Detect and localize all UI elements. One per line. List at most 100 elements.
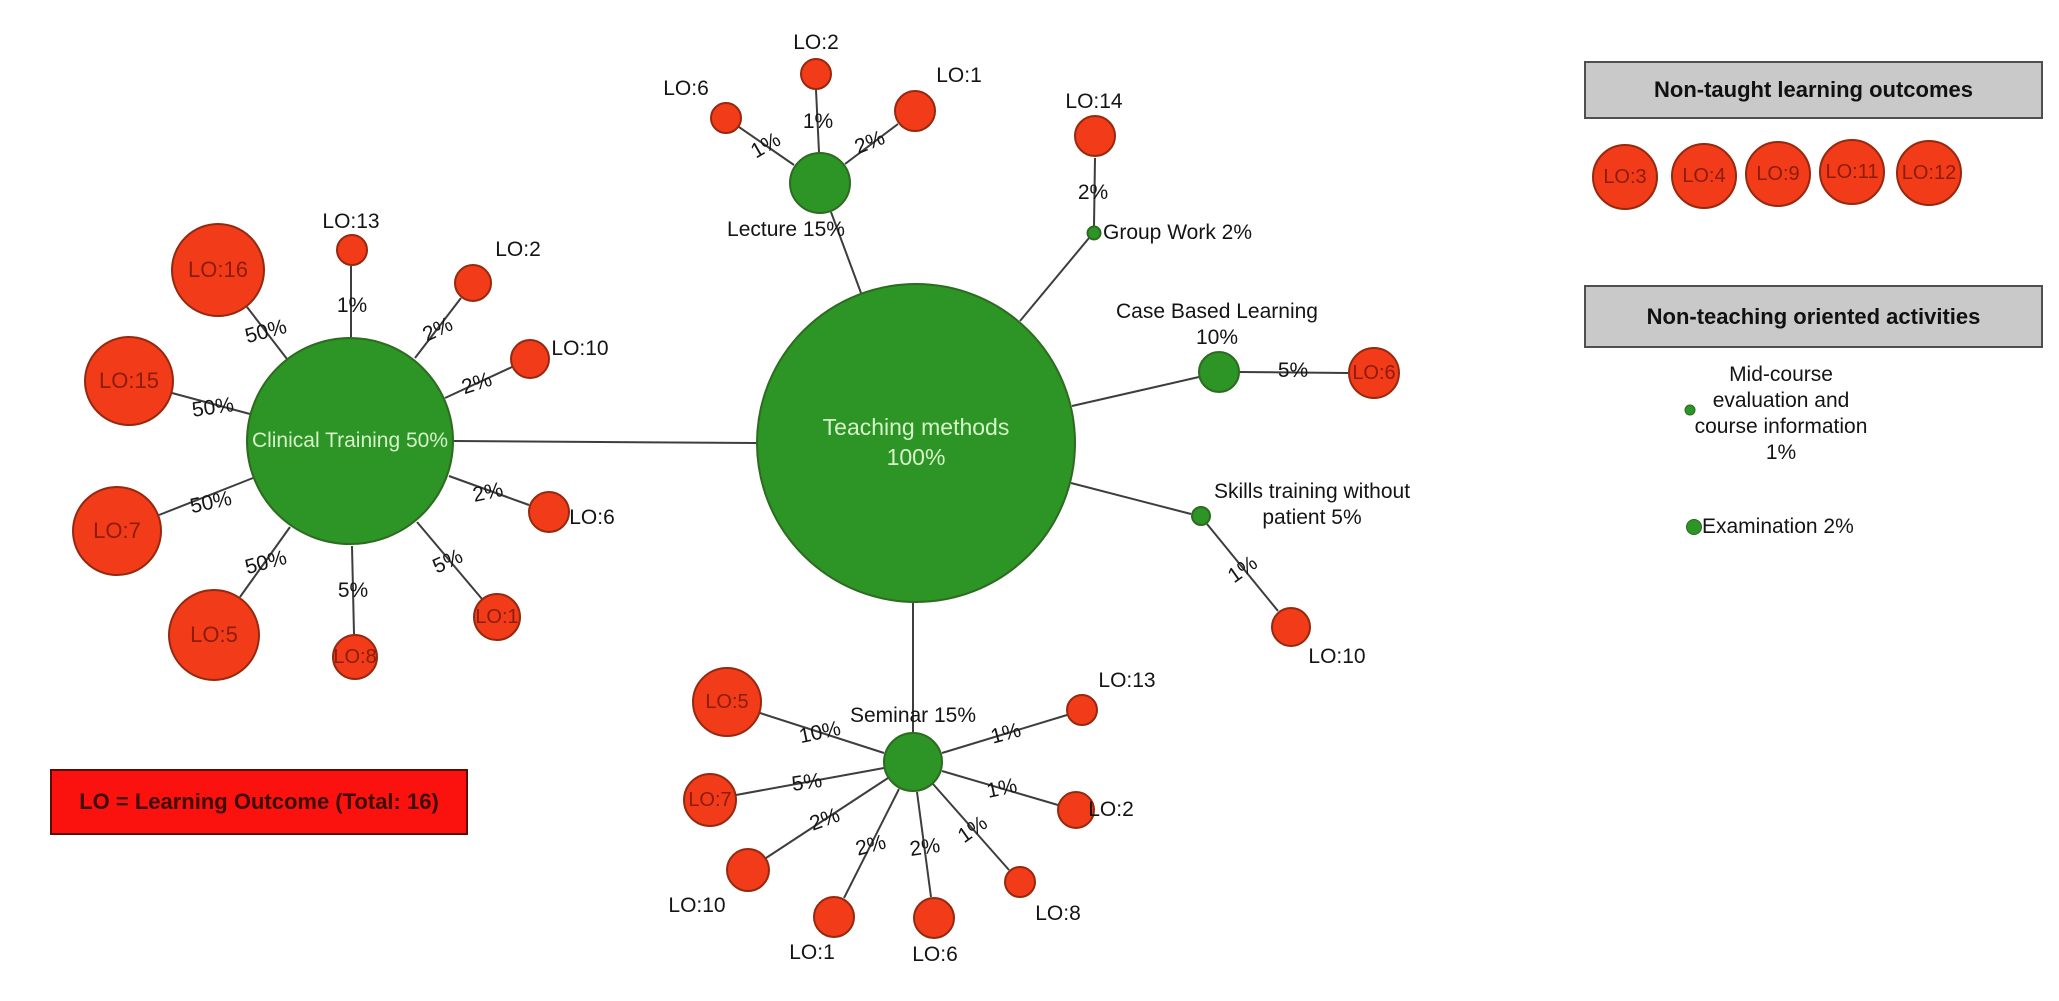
lo-circle — [726, 848, 770, 892]
lo-label: LO:5 — [705, 691, 749, 713]
lo-label: LO:6 — [912, 943, 958, 966]
edge — [1071, 376, 1200, 407]
edge — [765, 777, 889, 859]
lo-label: LO:8 — [1035, 902, 1081, 925]
lo-label: LO:9 — [1756, 163, 1800, 185]
mid-course-line3: course information — [1694, 415, 1868, 438]
lo-circle — [1271, 607, 1311, 647]
node-skills-training — [1191, 506, 1211, 526]
skills-label-line1: Skills training without — [1213, 479, 1411, 503]
edge-pct: 1% — [336, 294, 368, 317]
non-taught-header: Non-taught learning outcomes — [1584, 61, 2043, 119]
edge — [916, 791, 932, 898]
lo-circle: LO:12 — [1896, 140, 1962, 206]
skills-label: Skills training without patient 5% — [1214, 479, 1410, 532]
lo-label: LO:16 — [188, 257, 248, 282]
lo-label: LO:15 — [99, 368, 159, 393]
node-clinical-training: Clinical Training 50% — [246, 337, 454, 545]
mid-course-line1: Mid-course — [1729, 363, 1833, 386]
lo-circle — [1074, 115, 1116, 157]
examination-dot — [1686, 519, 1702, 535]
edge — [1070, 482, 1192, 515]
edge — [932, 783, 1010, 871]
non-teaching-header: Non-teaching oriented activities — [1584, 285, 2043, 348]
edge — [416, 521, 483, 600]
lo-label: LO:5 — [190, 622, 238, 647]
edge — [246, 306, 288, 360]
note-box-label: LO = Learning Outcome (Total: 16) — [79, 789, 439, 814]
node-case-based-learning — [1198, 351, 1240, 393]
edge — [941, 770, 1059, 806]
edge — [1093, 157, 1096, 227]
note-box: LO = Learning Outcome (Total: 16) — [50, 769, 468, 835]
node-lecture — [789, 152, 851, 214]
skills-label-line2: patient 5% — [1262, 506, 1362, 529]
edge-pct: 2% — [1077, 181, 1109, 204]
lo-label: LO:10 — [668, 894, 726, 917]
edge — [843, 788, 900, 899]
lo-label: LO:8 — [333, 646, 377, 668]
edge — [844, 123, 899, 165]
lo-label: LO:10 — [551, 337, 609, 360]
lo-circle — [894, 90, 936, 132]
lo-label: LO:6 — [663, 77, 709, 100]
mid-course-dot — [1684, 404, 1696, 416]
lo-label: LO:1 — [936, 64, 982, 87]
node-teaching-methods: Teaching methods 100% — [756, 283, 1076, 603]
edge — [448, 475, 530, 506]
lo-circle: LO:6 — [1348, 347, 1400, 399]
edge — [453, 440, 757, 444]
edge — [815, 89, 820, 153]
lo-label: LO:3 — [1603, 166, 1647, 188]
lo-circle: LO:7 — [683, 773, 737, 827]
mid-course-item: Mid-course evaluation and course informa… — [1695, 362, 1868, 466]
lo-circle: LO:15 — [84, 336, 174, 426]
edge — [735, 767, 885, 796]
edge — [941, 714, 1068, 754]
lecture-label: Lecture 15% — [727, 218, 845, 241]
lo-circle — [1004, 866, 1036, 898]
lo-label: LO:12 — [1901, 162, 1957, 184]
edge — [158, 477, 254, 516]
group-work-label: Group Work 2% — [1103, 221, 1252, 244]
lo-label: LO:2 — [495, 238, 541, 261]
mid-course-line4: 1% — [1765, 441, 1797, 464]
lo-circle: LO:9 — [1745, 141, 1811, 207]
lo-circle — [913, 897, 955, 939]
edge — [239, 526, 291, 598]
lo-label: LO:2 — [1088, 798, 1134, 821]
cbl-label: Case Based Learning 10% — [1116, 299, 1318, 352]
edge — [351, 545, 355, 635]
lo-circle: LO:5 — [692, 667, 762, 737]
lo-circle: LO:16 — [171, 223, 265, 317]
lo-circle — [336, 234, 368, 266]
lo-circle: LO:5 — [168, 589, 260, 681]
lo-circle: LO:7 — [72, 486, 162, 576]
edge-pct: 1% — [802, 110, 834, 133]
lo-circle — [710, 102, 742, 134]
lo-label: LO:13 — [1098, 669, 1156, 692]
lo-circle — [528, 491, 570, 533]
cbl-label-line2: 10% — [1195, 326, 1239, 349]
lo-circle: LO:8 — [332, 634, 378, 680]
lo-label: LO:14 — [1065, 90, 1123, 113]
non-teaching-title: Non-teaching oriented activities — [1646, 303, 1981, 329]
non-taught-title: Non-taught learning outcomes — [1654, 77, 1973, 102]
edge-pct: 5% — [337, 579, 369, 602]
mid-course-line2: evaluation and — [1712, 389, 1850, 412]
lo-circle — [1066, 694, 1098, 726]
lo-circle — [813, 896, 855, 938]
teaching-methods-pct: 100% — [886, 444, 946, 470]
clinical-training-label: Clinical Training 50% — [251, 429, 449, 453]
edge — [830, 211, 862, 294]
edge-pct: 5% — [1277, 359, 1309, 382]
lo-label: LO:2 — [793, 31, 839, 54]
lo-label: LO:7 — [93, 518, 141, 543]
lo-label: LO:10 — [1308, 645, 1366, 668]
edge — [738, 126, 795, 166]
lo-circle — [800, 58, 832, 90]
lo-circle — [510, 339, 550, 379]
edge — [1206, 523, 1279, 612]
